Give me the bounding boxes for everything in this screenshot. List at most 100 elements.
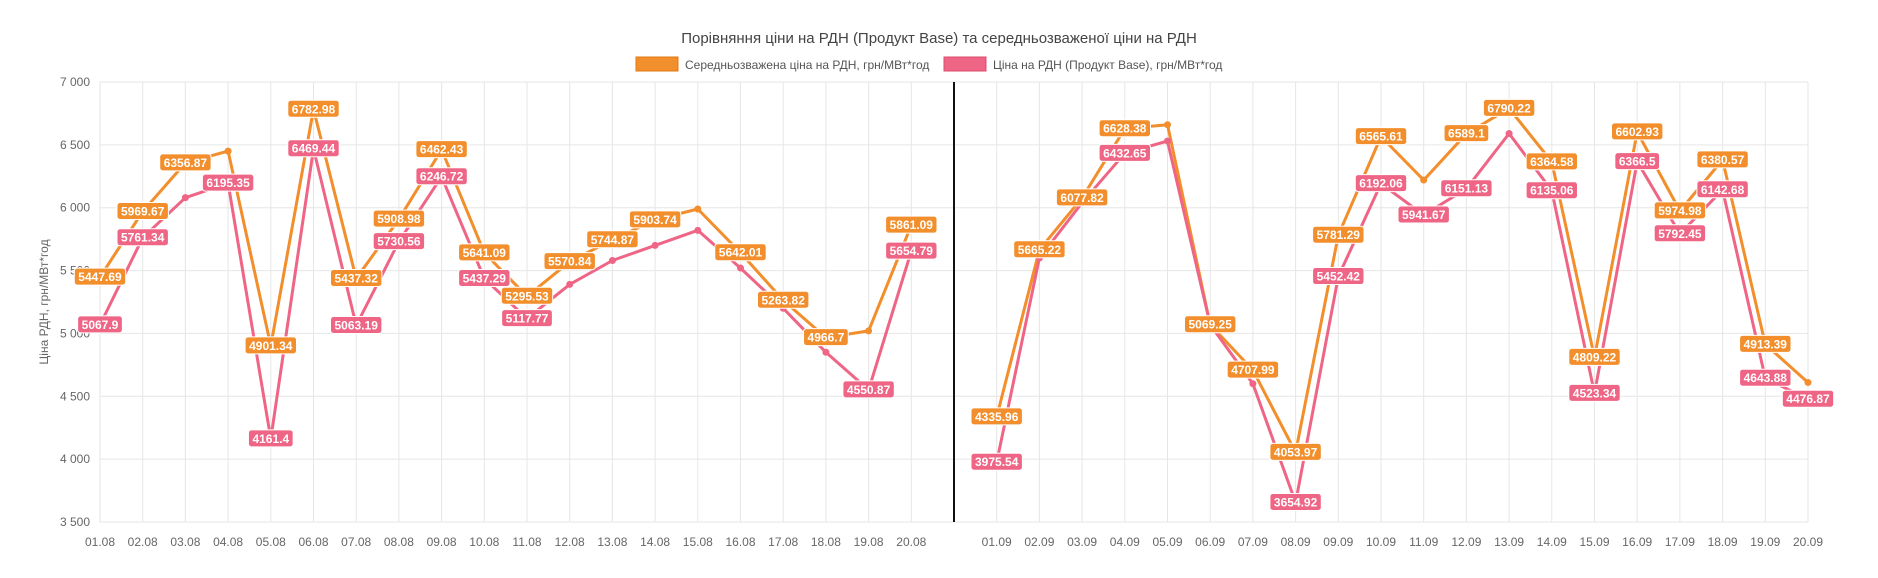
svg-text:4913.39: 4913.39 (1744, 337, 1788, 351)
svg-text:5437.29: 5437.29 (463, 271, 507, 285)
svg-text:6364.58: 6364.58 (1530, 155, 1574, 169)
legend-label-weighted[interactable]: Середньозважена ціна на РДН, грн/МВт*год (685, 58, 929, 72)
x-tick-label: 18.09 (1708, 535, 1738, 549)
data-label-base: 6366.5 (1614, 152, 1661, 171)
svg-text:4161.4: 4161.4 (252, 432, 289, 446)
data-label-base: 3975.54 (970, 452, 1023, 471)
x-tick-label: 02.08 (128, 535, 158, 549)
data-label-base: 6469.44 (287, 139, 340, 158)
data-label-weighted: 5665.22 (1013, 240, 1066, 259)
data-label-weighted: 4913.39 (1739, 334, 1792, 353)
data-label-base: 4550.87 (842, 380, 895, 399)
data-label-base: 5654.79 (885, 241, 938, 260)
svg-text:6077.82: 6077.82 (1060, 191, 1104, 205)
data-point-base[interactable] (694, 226, 702, 234)
x-tick-label: 08.09 (1281, 535, 1311, 549)
data-label-weighted: 5974.98 (1653, 201, 1707, 220)
x-tick-label: 06.08 (298, 535, 328, 549)
svg-text:6135.06: 6135.06 (1530, 184, 1574, 198)
svg-text:4643.88: 4643.88 (1744, 371, 1788, 385)
x-tick-label: 17.09 (1665, 535, 1695, 549)
svg-text:5792.45: 5792.45 (1658, 227, 1702, 241)
data-label-base: 5761.34 (116, 228, 169, 247)
svg-text:5437.32: 5437.32 (335, 271, 379, 285)
x-tick-label: 10.08 (469, 535, 499, 549)
legend: Середньозважена ціна на РДН, грн/МВт*год… (635, 56, 1222, 72)
data-point-weighted[interactable] (224, 147, 232, 155)
x-tick-label: 01.09 (982, 535, 1012, 549)
data-label-weighted: 4966.7 (803, 328, 849, 347)
svg-text:6246.72: 6246.72 (420, 170, 464, 184)
data-label-weighted: 4335.96 (970, 407, 1023, 426)
svg-text:6565.61: 6565.61 (1359, 130, 1403, 144)
data-label-base: 6246.72 (415, 167, 468, 186)
data-point-weighted[interactable] (865, 327, 873, 335)
data-label-weighted: 5744.87 (586, 230, 639, 249)
data-label-weighted: 5447.69 (73, 267, 127, 286)
svg-text:6380.57: 6380.57 (1701, 153, 1745, 167)
data-point-weighted[interactable] (694, 205, 702, 213)
x-tick-label: 07.09 (1238, 535, 1268, 549)
data-label-base: 6151.13 (1440, 179, 1493, 198)
data-label-weighted: 6462.43 (415, 140, 468, 159)
data-point-weighted[interactable] (1804, 378, 1812, 386)
svg-text:5067.9: 5067.9 (82, 318, 119, 332)
svg-text:6142.68: 6142.68 (1701, 183, 1745, 197)
svg-text:5974.98: 5974.98 (1658, 204, 1702, 218)
x-tick-label: 16.09 (1622, 535, 1652, 549)
data-label-base: 5792.45 (1653, 224, 1707, 243)
x-tick-label: 12.09 (1451, 535, 1481, 549)
legend-label-base[interactable]: Ціна на РДН (Продукт Base), грн/МВт*год (993, 58, 1222, 72)
data-point-base[interactable] (566, 280, 574, 288)
data-label-weighted: 6380.57 (1696, 150, 1749, 169)
x-tick-label: 15.08 (683, 535, 713, 549)
data-point-weighted[interactable] (1420, 176, 1428, 184)
svg-text:4809.22: 4809.22 (1573, 350, 1617, 364)
data-point-weighted[interactable] (1164, 121, 1171, 129)
legend-swatch-weighted[interactable] (635, 56, 679, 72)
data-label-base: 5437.29 (458, 268, 511, 287)
svg-text:5861.09: 5861.09 (890, 218, 934, 232)
x-tick-label: 14.09 (1537, 535, 1567, 549)
svg-text:6782.98: 6782.98 (292, 102, 336, 116)
svg-text:5570.84: 5570.84 (548, 255, 592, 269)
data-label-weighted: 5437.32 (330, 268, 383, 287)
data-point-base[interactable] (651, 241, 659, 249)
data-label-base: 5941.67 (1397, 205, 1450, 224)
svg-text:5642.01: 5642.01 (719, 246, 763, 260)
data-label-base: 4161.4 (247, 429, 294, 448)
svg-text:5903.74: 5903.74 (633, 213, 677, 227)
x-tick-label: 09.08 (427, 535, 457, 549)
data-point-base[interactable] (1505, 130, 1513, 138)
data-label-weighted: 6589.1 (1443, 124, 1490, 143)
svg-text:4550.87: 4550.87 (847, 383, 891, 397)
svg-text:4966.7: 4966.7 (808, 331, 845, 345)
data-label-weighted: 5570.84 (543, 252, 596, 271)
svg-text:5744.87: 5744.87 (591, 233, 635, 247)
svg-text:5117.77: 5117.77 (506, 312, 549, 326)
x-tick-label: 08.08 (384, 535, 414, 549)
x-tick-label: 15.09 (1579, 535, 1609, 549)
svg-text:5295.53: 5295.53 (505, 289, 549, 303)
svg-text:5654.79: 5654.79 (890, 244, 934, 258)
data-label-weighted: 5903.74 (628, 210, 682, 229)
data-label-weighted: 6602.93 (1611, 122, 1664, 141)
svg-text:5941.67: 5941.67 (1402, 208, 1446, 222)
svg-text:5063.19: 5063.19 (335, 318, 379, 332)
x-tick-label: 18.08 (811, 535, 841, 549)
data-point-base[interactable] (1164, 137, 1171, 145)
data-point-base[interactable] (1249, 380, 1257, 388)
y-axis-label: Ціна РДН, грн/МВт*год (37, 239, 51, 364)
data-point-base[interactable] (181, 194, 189, 202)
data-point-base[interactable] (608, 257, 616, 265)
legend-swatch-base[interactable] (943, 56, 987, 72)
data-label-weighted: 5781.29 (1312, 225, 1365, 244)
svg-text:6192.06: 6192.06 (1359, 177, 1403, 191)
y-tick-label: 3 500 (60, 515, 90, 529)
data-point-base[interactable] (822, 348, 830, 356)
data-label-weighted: 6628.38 (1098, 119, 1151, 138)
x-tick-label: 16.08 (725, 535, 755, 549)
data-point-base[interactable] (737, 264, 744, 272)
svg-text:6462.43: 6462.43 (420, 143, 464, 157)
